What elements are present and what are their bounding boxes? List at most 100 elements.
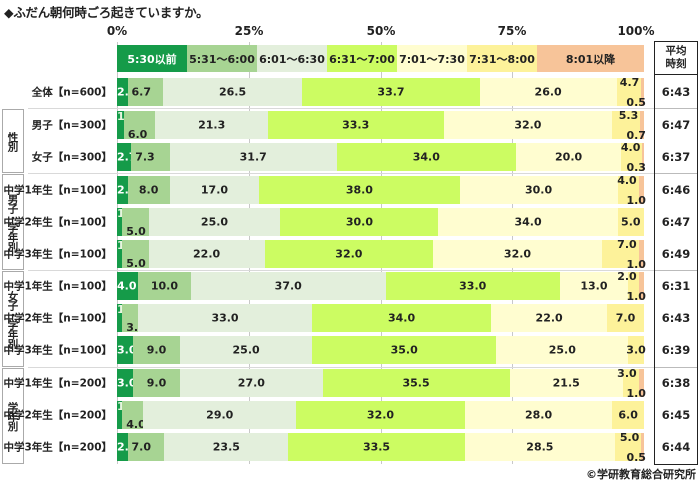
bar-row: 3.0 9.0 27.0 35.5 21.5 3.0 1.0 bbox=[117, 367, 646, 400]
average-time-value: 6:47 bbox=[661, 215, 691, 229]
bar-segment-5: 5.3 bbox=[612, 109, 641, 139]
bar-segment-4: 21.5 bbox=[509, 369, 623, 397]
segment-value: 33.0 bbox=[211, 311, 239, 325]
average-time-value: 6:38 bbox=[661, 376, 691, 390]
bar-segment-1: 3.0 bbox=[122, 304, 146, 334]
segment-value: 22.0 bbox=[535, 311, 563, 325]
segment-value: 3.0 bbox=[626, 343, 646, 357]
legend-item-5: 7:31〜8:00 bbox=[467, 45, 537, 72]
segment-value: 34.0 bbox=[387, 311, 416, 325]
bar-segment-2: 33.0 bbox=[138, 304, 312, 332]
bar-segment-0: 2.0 bbox=[117, 433, 137, 461]
segment-value: 1.0 bbox=[626, 387, 646, 400]
bar-segment-1: 5.0 bbox=[122, 208, 149, 238]
group-girls-grade: 女子・学年別 bbox=[2, 271, 24, 367]
segment-value: 1.0 bbox=[626, 194, 646, 207]
group-separator bbox=[28, 367, 654, 368]
average-time-value: 6:47 bbox=[661, 118, 691, 132]
bar-segment-5: 3.0 bbox=[626, 336, 646, 364]
segment-value: 20.0 bbox=[555, 150, 583, 164]
segment-value: 9.0 bbox=[146, 376, 167, 390]
legend-label: 7:31〜8:00 bbox=[469, 52, 535, 66]
bar-segment-5: 4.0 bbox=[617, 174, 639, 204]
segment-value: 0.7 bbox=[626, 129, 646, 142]
average-header-line2: 時刻 bbox=[665, 58, 687, 70]
legend-label: 5:30以前 bbox=[127, 52, 177, 66]
group-label: 学年別 bbox=[6, 401, 19, 431]
segment-value: 7.3 bbox=[135, 150, 155, 164]
bar-segment-6: 0.3 bbox=[626, 143, 646, 174]
bar-segment-0: 3.0 bbox=[117, 369, 137, 397]
segment-value: 17.0 bbox=[200, 183, 229, 197]
average-separator bbox=[655, 173, 697, 174]
bar-segment-5: 2.0 bbox=[617, 270, 639, 300]
bar-segment-1: 9.0 bbox=[132, 369, 181, 397]
bar-segment-5: 4.7 bbox=[616, 76, 642, 106]
segment-value: 22.0 bbox=[193, 247, 221, 261]
bar-segment-3: 33.7 bbox=[302, 78, 480, 106]
segment-value: 5.0 bbox=[619, 431, 640, 444]
segment-value: 1.0 bbox=[626, 258, 646, 271]
bar-segment-4: 26.0 bbox=[479, 78, 617, 106]
segment-value: 7.0 bbox=[615, 311, 636, 325]
legend-label: 8:01以降 bbox=[565, 52, 616, 66]
segment-value: 6.0 bbox=[127, 128, 148, 141]
segment-value: 7.0 bbox=[617, 238, 637, 251]
row-label: 全体【n=600】 bbox=[31, 86, 112, 99]
row-label: 中学1年生【n=100】 bbox=[3, 280, 113, 293]
segment-value: 35.0 bbox=[390, 343, 418, 357]
segment-value: 4.7 bbox=[619, 76, 640, 89]
average-separator bbox=[655, 367, 697, 368]
legend-label: 5:31〜6:00 bbox=[189, 52, 255, 66]
bar-segment-1: 5.0 bbox=[122, 240, 149, 270]
segment-value: 32.0 bbox=[514, 118, 542, 132]
bar-segment-2: 23.5 bbox=[164, 433, 289, 461]
average-header-line1: 平均 bbox=[665, 45, 687, 57]
legend-item-3: 6:31〜7:00 bbox=[327, 45, 397, 72]
bar-segment-6: 1.0 bbox=[626, 176, 646, 207]
group-boys-grade: 男子・学年別 bbox=[2, 174, 24, 270]
axis-tick-100: 100% bbox=[617, 24, 655, 38]
bar-segment-5: 7.0 bbox=[607, 304, 644, 332]
legend-label: 7:01〜7:30 bbox=[399, 52, 465, 66]
segment-value: 23.5 bbox=[212, 440, 240, 454]
segment-value: 30.0 bbox=[345, 215, 373, 229]
bar-row: 1.03.033.034.022.07.0 bbox=[117, 303, 644, 334]
bar-segment-6: 1.0 bbox=[626, 240, 646, 271]
segment-value: 3.0 bbox=[617, 367, 637, 380]
bar-segment-3: 33.0 bbox=[385, 272, 560, 300]
bar-segment-1: 7.0 bbox=[127, 433, 165, 461]
segment-value: 5.3 bbox=[618, 109, 639, 122]
axis-tick-25: 25% bbox=[234, 24, 264, 38]
bar-segment-3: 32.0 bbox=[296, 401, 465, 429]
segment-value: 4.0 bbox=[617, 174, 637, 187]
bar-row: 1.36.0 21.3 33.3 32.0 5.3 0.7 bbox=[117, 109, 646, 142]
bar-segment-4: 22.0 bbox=[491, 304, 608, 332]
segment-value: 3.0 bbox=[117, 376, 137, 390]
segment-value: 21.3 bbox=[198, 118, 226, 132]
bar-segment-0: 2.7 bbox=[117, 143, 137, 171]
bar-segment-5: 5.0 bbox=[617, 208, 644, 236]
row-label: 中学2年生【n=100】 bbox=[3, 312, 113, 325]
group-label: 男子・学年別 bbox=[6, 193, 19, 251]
segment-value: 26.5 bbox=[218, 85, 247, 99]
average-time-header: 平均 時刻 bbox=[654, 41, 698, 75]
row-label: 中学1年生【n=100】 bbox=[3, 184, 113, 197]
bar-segment-2: 31.7 bbox=[169, 143, 337, 171]
segment-value: 2.0 bbox=[617, 270, 637, 283]
bar-row: 1.05.022.032.032.07.01.0 bbox=[117, 238, 646, 271]
segment-value: 1.0 bbox=[626, 290, 646, 303]
copyright-credit: ©学研教育総合研究所 bbox=[586, 468, 696, 481]
average-time-value: 6:45 bbox=[661, 408, 691, 422]
segment-value: 6.0 bbox=[618, 408, 638, 422]
bar-segment-3: 33.5 bbox=[288, 433, 465, 461]
average-time-value: 6:31 bbox=[661, 279, 691, 293]
segment-value: 3.0 bbox=[117, 343, 137, 357]
bar-segment-6: 1.0 bbox=[626, 272, 646, 303]
segment-value: 34.0 bbox=[412, 150, 440, 164]
segment-value: 32.0 bbox=[366, 408, 395, 422]
segment-value: 37.0 bbox=[274, 279, 302, 293]
bar-segment-0: 4.0 bbox=[117, 272, 139, 300]
row-label: 女子【n=300】 bbox=[31, 151, 112, 164]
segment-value: 0.5 bbox=[626, 96, 646, 109]
